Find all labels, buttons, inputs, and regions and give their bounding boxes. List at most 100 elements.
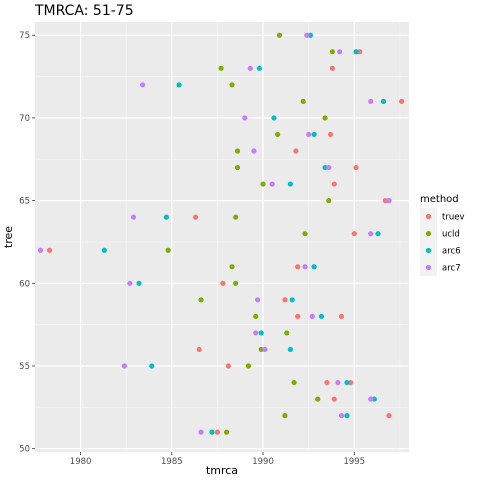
x-tick-label: 1980	[70, 457, 92, 467]
chart-title: TMRCA: 51-75	[34, 3, 134, 19]
point-ucld	[229, 264, 234, 269]
point-arc7	[131, 215, 136, 220]
point-arc7	[253, 330, 258, 335]
point-arc6	[353, 49, 358, 54]
legend-label-ucld: ucld	[442, 230, 460, 240]
point-arc6	[344, 413, 349, 418]
point-truev	[330, 66, 335, 71]
point-ucld	[218, 66, 223, 71]
point-arc7	[38, 248, 43, 253]
point-arc6	[290, 297, 295, 302]
point-arc6	[312, 132, 317, 137]
plot-panel	[35, 22, 409, 452]
y-tick-label: 75	[19, 31, 30, 41]
point-arc6	[288, 181, 293, 186]
legend-label-truev: truev	[442, 213, 464, 223]
point-ucld	[260, 181, 265, 186]
point-truev	[226, 363, 231, 368]
point-arc7	[326, 165, 331, 170]
legend-items: truev ucld arc6 arc7	[420, 208, 464, 276]
point-arc6	[271, 115, 276, 120]
point-arc6	[177, 82, 182, 87]
point-truev	[47, 248, 52, 253]
point-arc7	[302, 264, 307, 269]
point-arc7	[368, 396, 373, 401]
point-arc7	[248, 66, 253, 71]
point-ucld	[291, 380, 296, 385]
point-arc7	[255, 297, 260, 302]
point-truev	[332, 181, 337, 186]
point-ucld	[235, 165, 240, 170]
point-arc7	[337, 49, 342, 54]
point-arc6	[344, 380, 349, 385]
point-arc7	[368, 99, 373, 104]
point-ucld	[233, 281, 238, 286]
y-tick-label: 65	[19, 197, 30, 207]
point-ucld	[302, 231, 307, 236]
point-arc6	[102, 248, 107, 253]
point-arc7	[242, 115, 247, 120]
point-truev	[295, 314, 300, 319]
point-arc7	[304, 33, 309, 38]
point-arc6	[136, 281, 141, 286]
point-arc6	[164, 215, 169, 220]
x-axis-title: tmrca	[206, 464, 238, 477]
point-ucld	[301, 99, 306, 104]
point-ucld	[315, 396, 320, 401]
point-ucld	[233, 215, 238, 220]
point-ucld	[198, 297, 203, 302]
point-ucld	[235, 148, 240, 153]
y-tick-label: 55	[19, 362, 30, 372]
legend-dot-arc6	[426, 248, 431, 253]
point-arc7	[386, 198, 391, 203]
legend-dot-ucld	[426, 231, 431, 236]
legend-dot-truev	[426, 214, 431, 219]
point-ucld	[229, 82, 234, 87]
point-ucld	[284, 330, 289, 335]
point-truev	[332, 396, 337, 401]
point-arc6	[209, 430, 214, 435]
x-tick-label: 1990	[252, 457, 274, 467]
point-ucld	[253, 314, 258, 319]
point-arc6	[312, 264, 317, 269]
point-arc7	[270, 181, 275, 186]
point-arc7	[335, 380, 340, 385]
point-truev	[386, 413, 391, 418]
point-truev	[339, 314, 344, 319]
point-ucld	[277, 33, 282, 38]
point-arc6	[375, 231, 380, 236]
point-truev	[282, 297, 287, 302]
point-arc6	[288, 347, 293, 352]
point-arc7	[140, 82, 145, 87]
point-ucld	[275, 132, 280, 137]
x-tick-label: 1995	[343, 457, 365, 467]
point-ucld	[282, 413, 287, 418]
point-arc6	[381, 99, 386, 104]
y-tick-label: 50	[19, 445, 30, 455]
y-tick-label: 60	[19, 279, 30, 289]
y-axis-title: tree	[2, 226, 15, 248]
point-ucld	[322, 115, 327, 120]
point-arc6	[319, 314, 324, 319]
point-ucld	[224, 430, 229, 435]
y-tick-label: 70	[19, 114, 30, 124]
point-ucld	[166, 248, 171, 253]
legend-title: method	[420, 194, 459, 205]
legend: method truevucldarc6arc7	[420, 194, 464, 276]
point-arc7	[368, 231, 373, 236]
point-truev	[293, 148, 298, 153]
legend-label-arc6: arc6	[442, 247, 461, 257]
x-tick-label: 1985	[161, 457, 183, 467]
point-arc7	[198, 430, 203, 435]
point-truev	[324, 380, 329, 385]
point-truev	[193, 215, 198, 220]
point-arc7	[122, 363, 127, 368]
legend-dot-arc7	[426, 265, 431, 270]
point-arc7	[127, 281, 132, 286]
point-arc7	[310, 314, 315, 319]
point-truev	[352, 231, 357, 236]
point-ucld	[326, 198, 331, 203]
point-truev	[295, 264, 300, 269]
